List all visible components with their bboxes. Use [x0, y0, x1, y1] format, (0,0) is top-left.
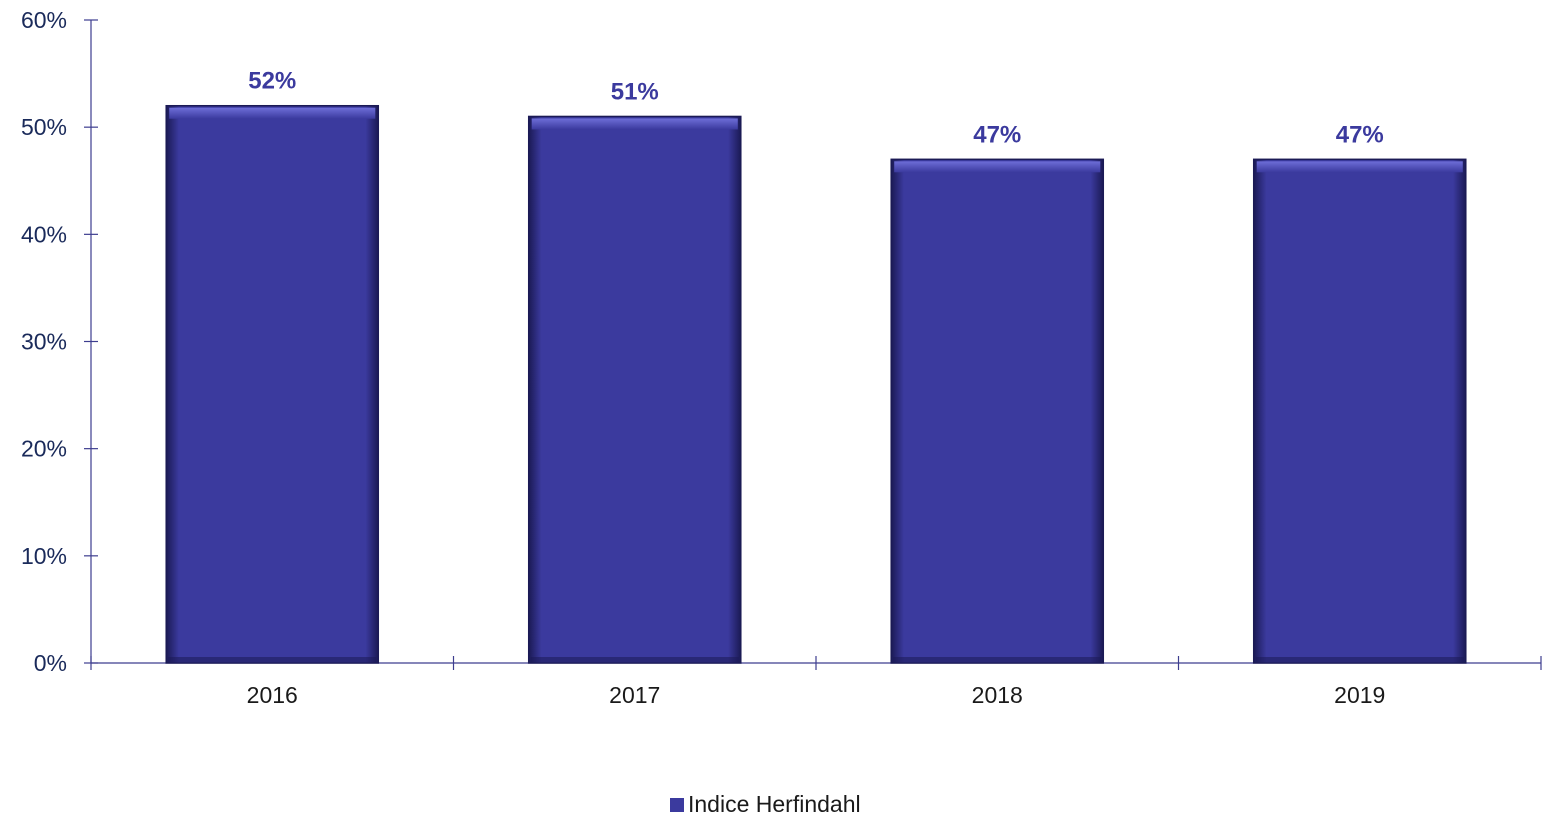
- x-axis: 2016 2017 2018 2019: [90, 656, 1542, 708]
- bar: [890, 158, 1105, 664]
- x-tick-label: 2017: [609, 682, 660, 708]
- data-label: 47%: [1336, 121, 1384, 148]
- bar-highlight: [531, 118, 738, 130]
- data-label: 51%: [611, 78, 659, 105]
- bar-shadow: [168, 657, 377, 662]
- bar-highlight: [1256, 161, 1463, 173]
- bar: [1252, 158, 1467, 664]
- bar-shadow: [893, 657, 1102, 662]
- x-tick-label: 2018: [972, 682, 1023, 708]
- legend-label: Indice Herfindahl: [688, 791, 861, 817]
- bar-shadow: [1255, 657, 1464, 662]
- bar: [165, 104, 380, 664]
- x-tick-label: 2016: [247, 682, 298, 708]
- y-tick-label: 0%: [34, 650, 67, 676]
- bar: [527, 115, 742, 664]
- y-tick-label: 10%: [21, 543, 67, 569]
- bar-shadow: [530, 657, 739, 662]
- y-tick-label: 40%: [21, 221, 67, 247]
- y-tick-label: 50%: [21, 114, 67, 140]
- y-tick-label: 30%: [21, 329, 67, 355]
- x-tick-label: 2019: [1334, 682, 1385, 708]
- y-axis: 0% 10% 20% 30% 40% 50% 60%: [21, 7, 98, 676]
- bar-highlight: [894, 161, 1101, 173]
- legend-swatch: [670, 798, 684, 812]
- bars: [165, 104, 1467, 664]
- data-labels: 52% 51% 47% 47%: [248, 68, 1384, 149]
- bar-highlight: [169, 107, 376, 119]
- y-tick-label: 60%: [21, 7, 67, 33]
- data-label: 52%: [248, 68, 296, 95]
- data-label: 47%: [973, 121, 1021, 148]
- legend: Indice Herfindahl: [670, 791, 861, 817]
- y-tick-label: 20%: [21, 436, 67, 462]
